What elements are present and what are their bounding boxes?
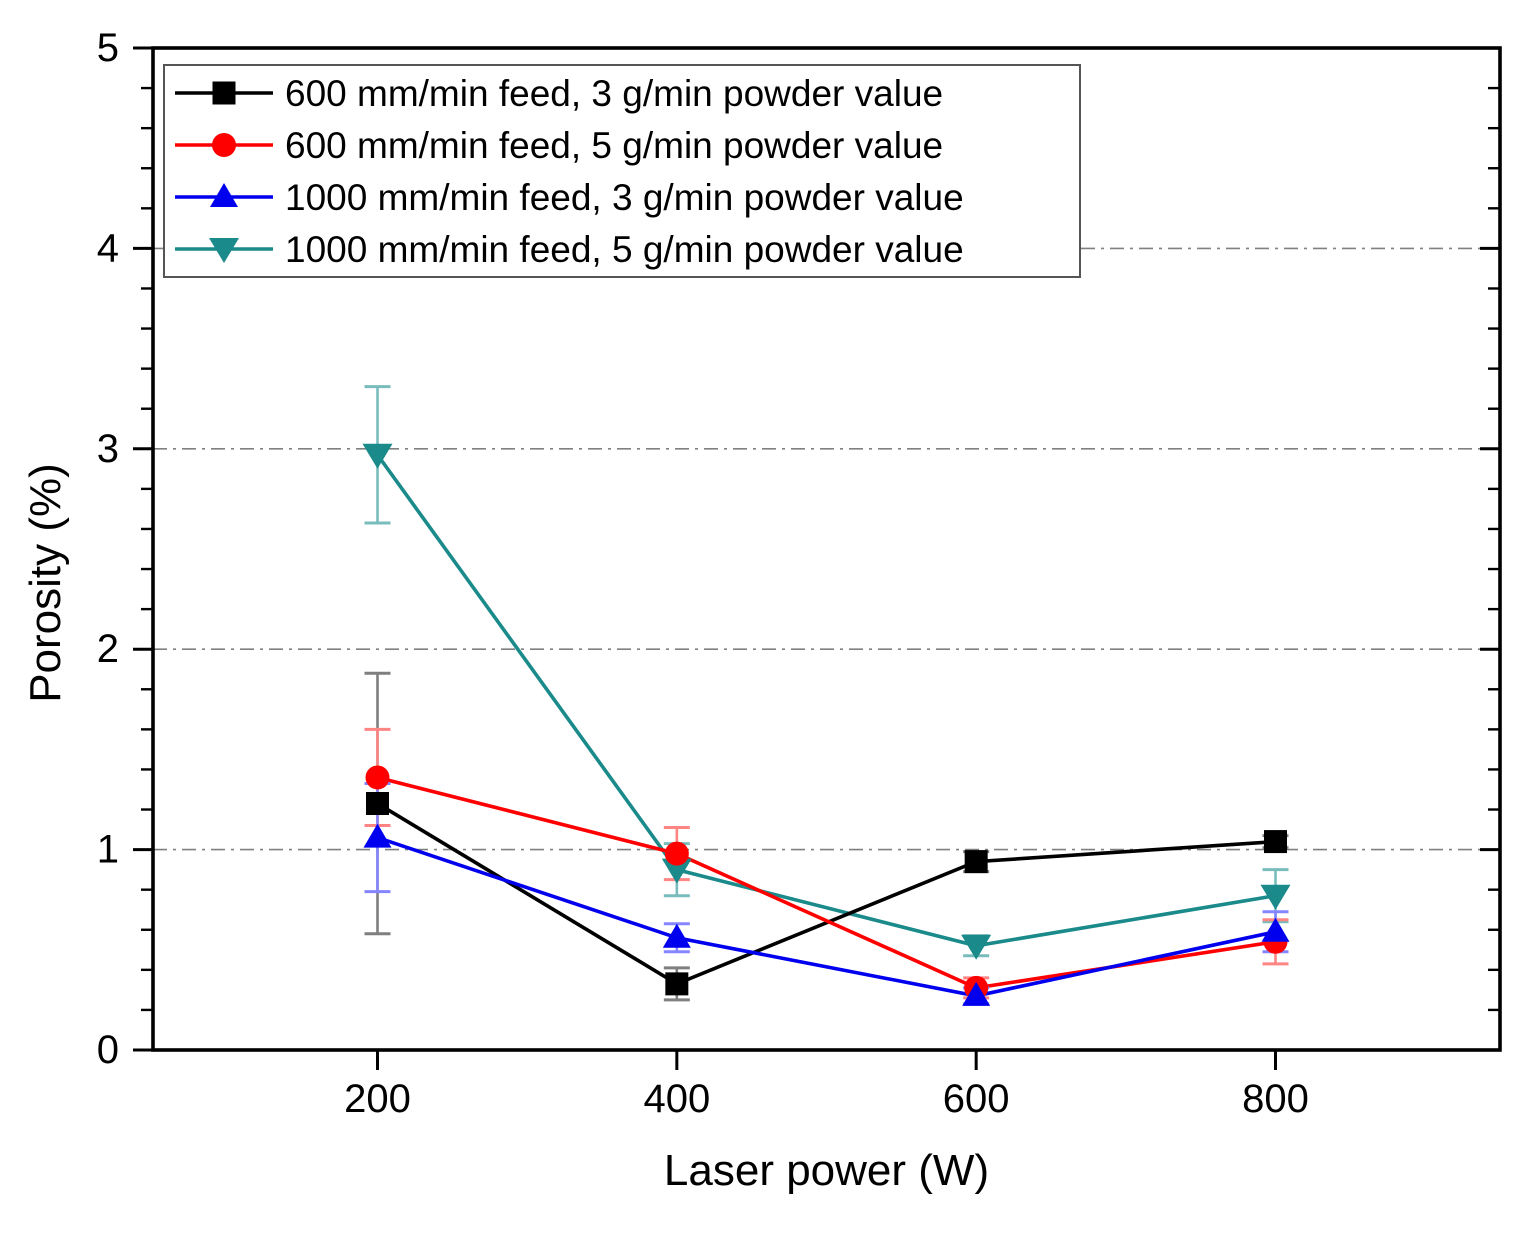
legend-0-square-marker [212,81,236,105]
series-line-2 [376,835,1276,998]
legend-1-circle-marker [212,133,236,157]
y-tick-label-1: 1 [97,828,119,872]
x-tick-label-800: 800 [1242,1077,1309,1121]
x-tick-label-600: 600 [943,1077,1010,1121]
legend-box [163,64,1081,278]
point-3-1-triangle-down-marker [661,858,692,884]
series-line-3 [376,453,1276,948]
point-1-1-circle-marker [664,841,689,866]
point-3-2-triangle-down-marker [961,934,992,960]
y-tick-label-4: 4 [97,226,119,270]
x-tick-label-200: 200 [344,1077,411,1121]
point-1-0-circle-marker [365,765,390,790]
y-tick-label-5: 5 [97,26,119,70]
y-axis-title: Porosity (%) [21,463,70,703]
point-0-3-square-marker [1264,830,1287,854]
x-tick-label-400: 400 [643,1077,710,1121]
point-2-2-triangle-up-marker [962,981,991,1006]
point-2-3-triangle-up-marker [1261,917,1290,942]
point-3-3-triangle-down-marker [1260,884,1291,910]
point-0-0-square-marker [366,792,389,816]
point-2-1-triangle-up-marker [662,923,691,948]
legend-label-2: 1000 mm/min feed, 3 g/min powder value [285,177,964,218]
y-tick-label-0: 0 [97,1028,119,1072]
legend-label-3: 1000 mm/min feed, 5 g/min powder value [285,229,964,270]
legend-3-triangle-down-marker [209,238,239,263]
legend-label-0: 600 mm/min feed, 3 g/min powder value [285,73,943,114]
point-0-1-square-marker [665,972,689,996]
plot-frame [151,46,1502,1052]
point-3-0-triangle-down-marker [362,443,393,469]
legend-label-1: 600 mm/min feed, 5 g/min powder value [285,125,943,166]
point-0-2-square-marker [964,850,988,874]
y-tick-label-2: 2 [97,627,119,671]
legend-2-triangle-up-marker [210,183,238,207]
series-line-0 [376,801,1276,986]
y-tick-label-3: 3 [97,427,119,471]
x-axis-title: Laser power (W) [663,1146,990,1195]
point-2-0-triangle-up-marker [363,823,392,848]
